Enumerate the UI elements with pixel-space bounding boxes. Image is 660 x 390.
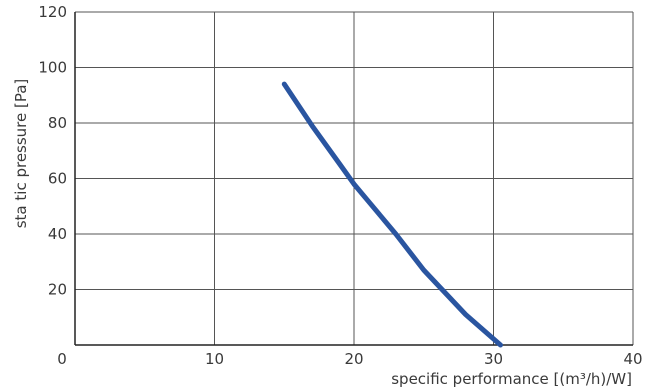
x-tick-label: 10	[205, 350, 224, 368]
x-tick-label: 40	[623, 350, 642, 368]
y-tick-labels: 20 40 60 80 100 120	[38, 3, 67, 299]
y-tick-label: 120	[38, 3, 67, 21]
y-tick-label: 60	[48, 170, 67, 188]
x-axis-label: specific performance [(m³/h)/W]	[391, 370, 632, 388]
x-tick-label: 20	[344, 350, 363, 368]
x-tick-labels: 0 10 20 30 40	[57, 350, 642, 368]
y-tick-label: 20	[48, 281, 67, 299]
grid-lines	[75, 11, 634, 345]
data-series	[281, 81, 503, 348]
y-axis-label: sta tic pressure [Pa]	[12, 79, 30, 229]
series-line	[281, 81, 503, 348]
x-tick-label: 30	[484, 350, 503, 368]
axes	[74, 12, 633, 346]
y-tick-label: 80	[48, 114, 67, 132]
y-tick-label: 40	[48, 225, 67, 243]
x-tick-label: 0	[57, 350, 67, 368]
y-tick-label: 100	[38, 59, 67, 77]
